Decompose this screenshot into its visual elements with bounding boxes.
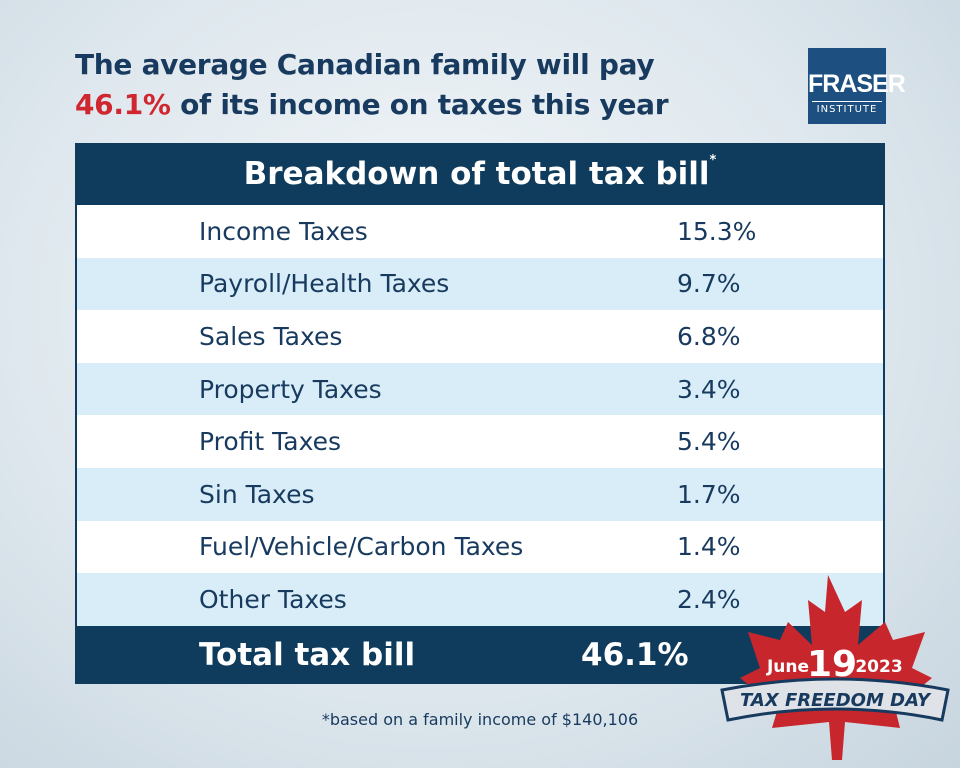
- total-value: 46.1%: [581, 636, 689, 673]
- footnote: *based on a family income of $140,106: [321, 710, 639, 729]
- row-value: 1.4%: [677, 532, 741, 562]
- table-row: Fuel/Vehicle/Carbon Taxes 1.4%: [77, 520, 883, 574]
- table-body: Income Taxes 15.3% Payroll/Health Taxes 9.7…: [77, 205, 883, 626]
- row-label: Sales Taxes: [199, 321, 343, 351]
- row-value: 15.3%: [677, 216, 757, 246]
- row-value: 6.8%: [677, 321, 741, 351]
- headline-line1: The average Canadian family will pay: [75, 48, 655, 81]
- logo: FRASER INSTITUTE: [808, 48, 906, 124]
- row-label: Property Taxes: [199, 374, 382, 404]
- table-title-mark: *: [709, 153, 717, 168]
- row-label: Payroll/Health Taxes: [199, 269, 450, 299]
- tax-table: Breakdown of total tax bill* Income Taxe…: [75, 143, 885, 684]
- table-row: Sales Taxes 6.8%: [77, 310, 883, 363]
- row-value: 9.7%: [677, 269, 741, 299]
- row-value: 2.4%: [677, 584, 741, 614]
- row-label: Income Taxes: [199, 216, 368, 246]
- row-value: 5.4%: [677, 427, 741, 457]
- table-title-text: Breakdown of total tax bill: [243, 156, 710, 192]
- logo-name: FRASER: [808, 70, 906, 98]
- total-label: Total tax bill: [199, 636, 416, 673]
- headline-rest: of its income on taxes this year: [180, 88, 669, 121]
- total-row: Total tax bill 46.1%: [77, 626, 883, 684]
- table-row: Other Taxes 2.4%: [77, 573, 883, 626]
- row-label: Fuel/Vehicle/Carbon Taxes: [199, 532, 524, 562]
- headline-highlight: 46.1%: [75, 88, 171, 121]
- row-label: Profit Taxes: [199, 427, 342, 457]
- row-label: Sin Taxes: [199, 479, 315, 509]
- table-row: Payroll/Health Taxes 9.7%: [77, 257, 883, 311]
- headline-line2: 46.1% of its income on taxes this year: [75, 88, 669, 121]
- table-row: Income Taxes 15.3%: [77, 205, 883, 258]
- table-title: Breakdown of total tax bill*: [77, 143, 883, 205]
- table-row: Sin Taxes 1.7%: [77, 467, 883, 521]
- table-row: Profit Taxes 5.4%: [77, 415, 883, 468]
- logo-sub: INSTITUTE: [812, 101, 882, 115]
- row-value: 3.4%: [677, 374, 741, 404]
- table-row: Property Taxes 3.4%: [77, 362, 883, 416]
- row-label: Other Taxes: [199, 584, 347, 614]
- row-value: 1.7%: [677, 479, 741, 509]
- badge-label: TAX FREEDOM DAY: [740, 690, 932, 711]
